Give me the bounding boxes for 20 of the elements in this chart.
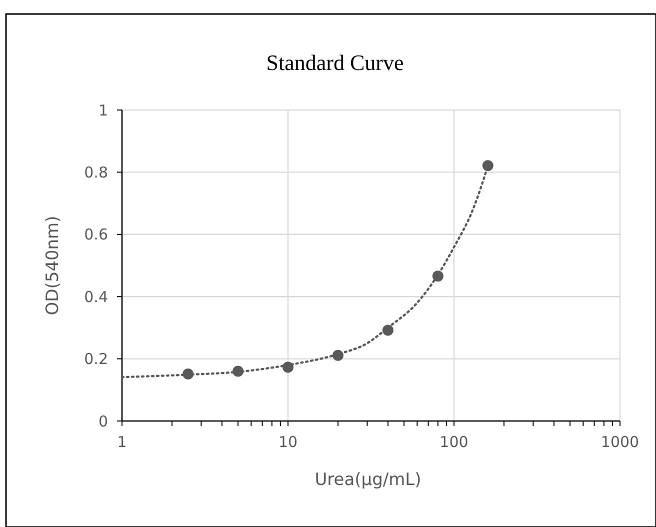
x-axis-title: Urea(μg/mL) [314, 470, 422, 490]
y-tick-label: 0.2 [84, 350, 108, 368]
point [482, 160, 494, 172]
y-tick-label: 1 [98, 101, 108, 120]
chart-title: Standard Curve [266, 50, 404, 75]
point [232, 366, 244, 377]
x-tick-label: 1 [117, 433, 127, 451]
x-tick-label: 100 [440, 433, 468, 451]
point [382, 324, 394, 336]
x-tick-label: 10 [278, 433, 298, 451]
y-tick-label: 0.4 [84, 288, 108, 306]
y-tick-label: 0.8 [84, 163, 108, 182]
point [432, 270, 444, 282]
y-tick-label: 0 [98, 412, 108, 430]
point [182, 368, 194, 380]
y-tick-label: 0.6 [84, 226, 108, 244]
x-tick-label: 1000 [600, 433, 640, 451]
point [282, 362, 294, 373]
y-axis-title: OD(540nm) [43, 216, 63, 316]
point [332, 350, 344, 361]
